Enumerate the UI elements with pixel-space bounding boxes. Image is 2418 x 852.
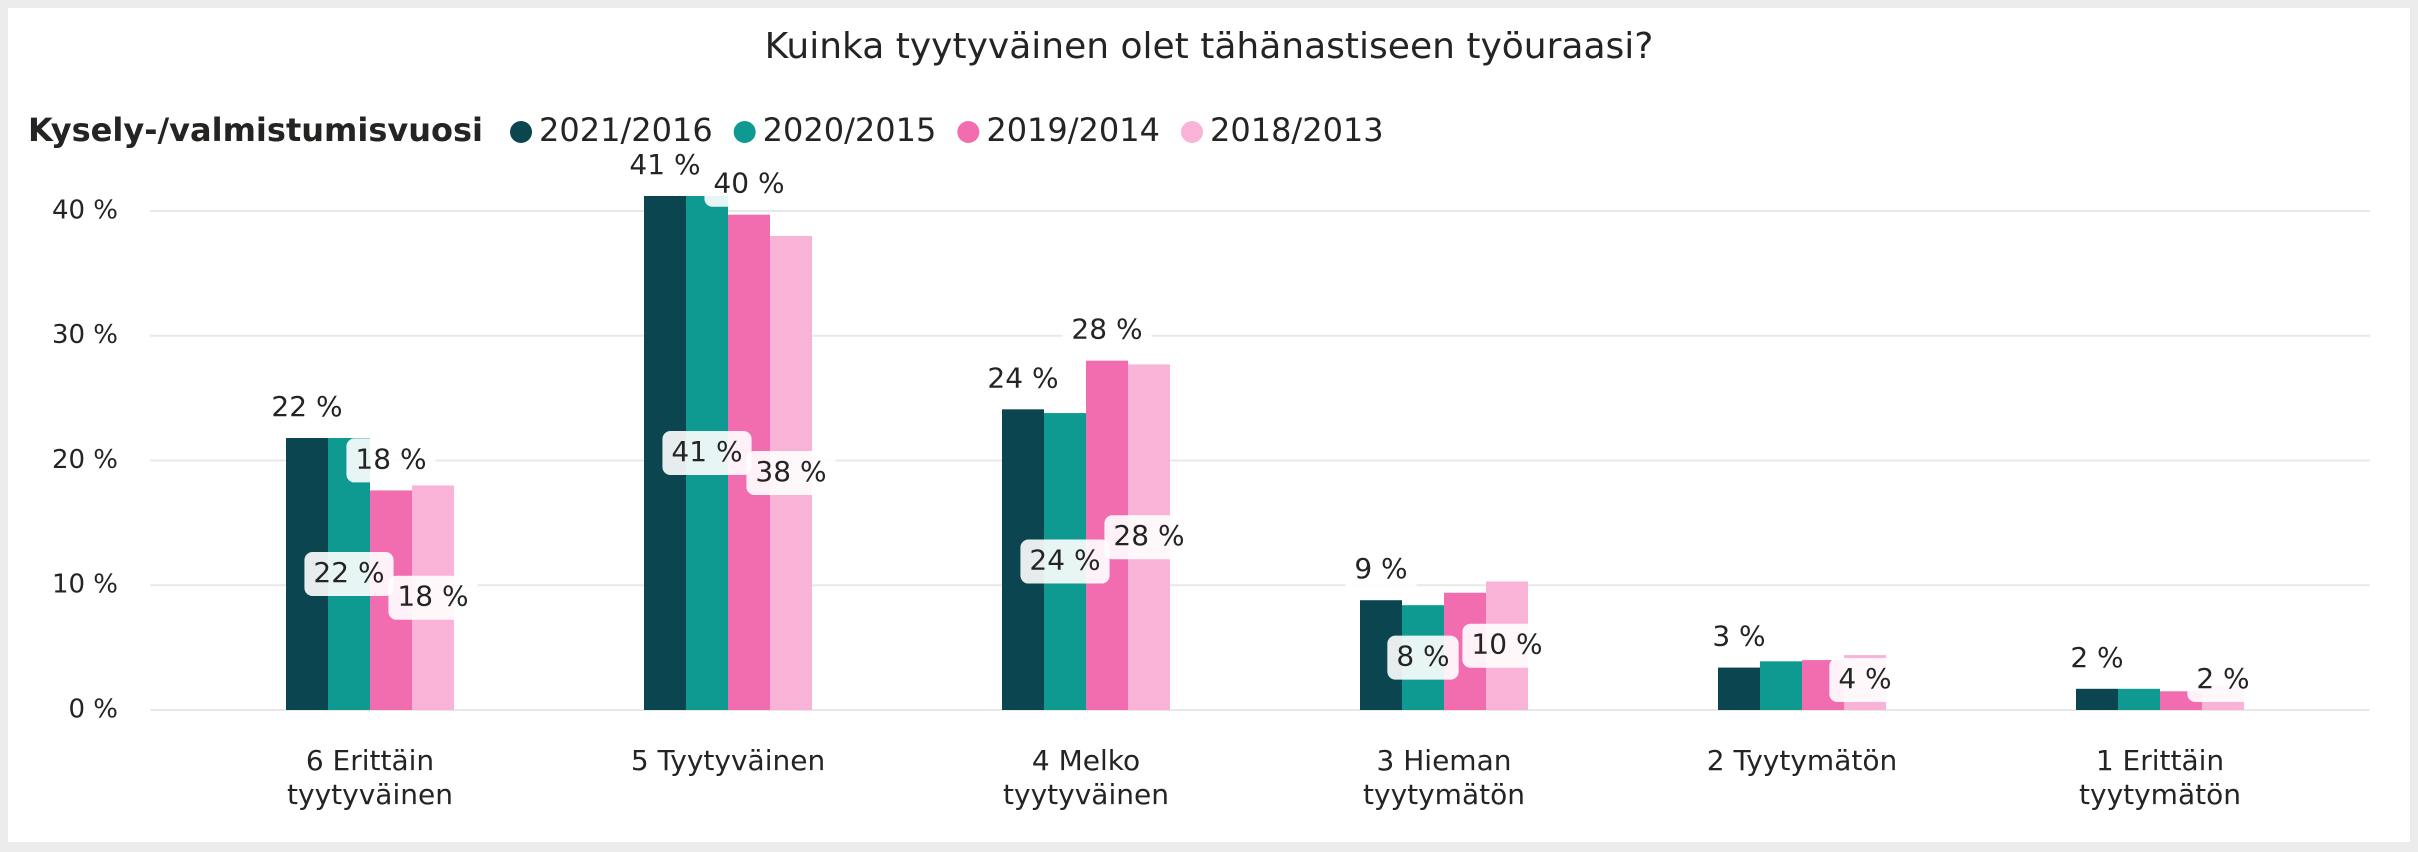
y-tick-label: 20 % xyxy=(52,445,118,475)
x-tick-label: 5 Tyytyväinen xyxy=(631,744,825,777)
legend-title: Kysely-/valmistumisvuosi xyxy=(28,111,483,149)
data-label: 8 % xyxy=(1396,640,1449,673)
data-label-bg xyxy=(1062,308,1152,353)
data-label: 18 % xyxy=(397,580,468,613)
data-label: 28 % xyxy=(1071,313,1142,346)
data-label: 22 % xyxy=(313,556,384,589)
data-label: 24 % xyxy=(1029,544,1100,577)
x-tick-label: 6 Erittäin tyytyväinen xyxy=(287,744,453,811)
data-label: 41 % xyxy=(629,148,700,181)
data-label: 2 % xyxy=(2196,662,2249,695)
bar xyxy=(2118,688,2160,710)
data-label-bg xyxy=(304,552,394,597)
data-label-bg xyxy=(1387,635,1459,680)
data-label-bg xyxy=(1703,615,1775,660)
y-tick-label: 10 % xyxy=(52,570,118,600)
data-label-bg xyxy=(1462,623,1552,668)
legend-label: 2020/2015 xyxy=(763,111,937,149)
legend-marker xyxy=(733,121,756,143)
data-label-bg xyxy=(746,450,836,495)
data-label: 2 % xyxy=(2070,641,2123,674)
data-label: 38 % xyxy=(755,455,826,488)
y-tick-label: 0 % xyxy=(68,695,118,725)
data-label-bg xyxy=(1345,548,1417,593)
data-label-bg xyxy=(262,386,352,431)
legend-label: 2018/2013 xyxy=(1210,111,1384,149)
data-label: 9 % xyxy=(1354,552,1407,585)
data-label: 22 % xyxy=(271,390,342,423)
data-label: 18 % xyxy=(355,442,426,475)
legend-marker xyxy=(957,121,980,143)
data-label-bg xyxy=(346,438,436,483)
y-tick-label: 30 % xyxy=(52,320,118,350)
legend-marker xyxy=(1180,121,1203,143)
data-label-bg xyxy=(1829,658,1901,702)
bar xyxy=(2076,688,2118,710)
data-label-bg xyxy=(978,357,1068,402)
bar xyxy=(1760,661,1802,710)
x-tick-label: 1 Erittäin tyytymätön xyxy=(2079,744,2241,811)
data-label: 3 % xyxy=(1712,620,1765,653)
legend-label: 2019/2014 xyxy=(986,111,1160,149)
y-tick-label: 40 % xyxy=(52,195,118,225)
chart-title: Kuinka tyytyväinen olet tähänastiseen ty… xyxy=(765,26,1654,67)
data-label-bg xyxy=(1020,539,1110,584)
data-label: 41 % xyxy=(671,435,742,468)
data-label-bg xyxy=(2061,636,2133,681)
data-label-bg xyxy=(1104,515,1194,560)
x-tick-label: 4 Melko tyytyväinen xyxy=(1003,744,1169,811)
x-tick-label: 3 Hieman tyytymätön xyxy=(1363,744,1525,811)
data-label: 4 % xyxy=(1838,662,1891,695)
data-label: 24 % xyxy=(987,361,1058,394)
data-label: 28 % xyxy=(1113,519,1184,552)
legend-label: 2021/2016 xyxy=(539,111,713,149)
bar xyxy=(1718,667,1760,710)
data-label-bg xyxy=(2187,658,2259,702)
data-label-bg xyxy=(662,430,752,475)
data-label: 40 % xyxy=(713,167,784,200)
data-label-bg xyxy=(620,143,710,188)
data-label-bg xyxy=(704,162,794,207)
x-tick-label: 2 Tyytymätön xyxy=(1707,744,1897,777)
data-label-bg xyxy=(388,575,478,620)
legend-marker xyxy=(510,121,533,143)
data-label: 10 % xyxy=(1471,628,1542,661)
